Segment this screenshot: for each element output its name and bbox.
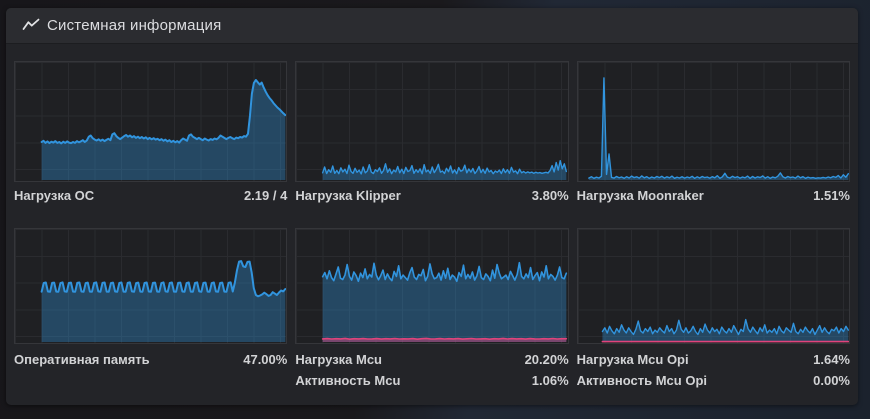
panels-grid: Нагрузка ОС 2.19 / 4 Нагрузка Klipper 3.… [14,61,850,391]
os-load-chart[interactable] [14,61,288,182]
os-load-value: 2.19 / 4 [243,188,288,203]
mcu-load-label: Нагрузка Mcu [295,352,382,367]
mcu-opi-chart[interactable] [576,228,850,344]
os-load-label: Нагрузка ОС [14,188,95,203]
ram-chart[interactable] [14,228,288,344]
panel-mcu: Нагрузка Mcu 20.20% Активность Mcu 1.06% [295,228,569,391]
mcu-opi-activity-label: Активность Mcu Opi [576,373,707,388]
mcu-activity-label: Активность Mcu [295,373,401,388]
ram-value: 47.00% [243,352,288,367]
mcu-activity-value: 1.06% [531,373,569,388]
panel-mcu-opi: Нагрузка Mcu Opi 1.64% Активность Mcu Op… [576,228,850,391]
panel-os-load: Нагрузка ОС 2.19 / 4 [14,61,288,206]
card-header[interactable]: Системная информация [6,8,858,44]
ram-label: Оперативная память [14,352,150,367]
panel-moonraker-load: Нагрузка Moonraker 1.51% [576,61,850,206]
mcu-opi-load-label: Нагрузка Mcu Opi [576,352,689,367]
klipper-load-chart[interactable] [295,61,569,182]
moonraker-load-chart[interactable] [576,61,850,182]
moonraker-load-label: Нагрузка Moonraker [576,188,704,203]
mcu-opi-load-value: 1.64% [813,352,850,367]
card-title: Системная информация [47,17,222,34]
klipper-load-label: Нагрузка Klipper [295,188,401,203]
mcu-load-value: 20.20% [524,352,569,367]
moonraker-load-value: 1.51% [813,188,850,203]
mcu-chart[interactable] [295,228,569,344]
mcu-opi-activity-value: 0.00% [813,373,850,388]
trend-line-icon [22,17,40,35]
panel-klipper-load: Нагрузка Klipper 3.80% [295,61,569,206]
klipper-load-value: 3.80% [531,188,569,203]
panel-ram: Оперативная память 47.00% [14,228,288,391]
system-info-card: Системная информация Нагрузка ОС 2.19 / … [6,8,858,405]
